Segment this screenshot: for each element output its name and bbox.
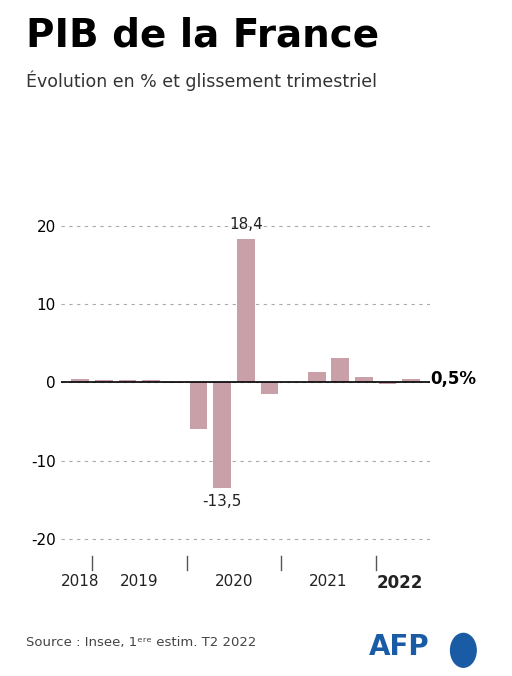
Bar bbox=[331, 358, 349, 383]
Bar bbox=[402, 379, 420, 383]
Bar bbox=[142, 380, 160, 383]
Text: Source : Insee, 1ᵉʳᵉ estim. T2 2022: Source : Insee, 1ᵉʳᵉ estim. T2 2022 bbox=[26, 636, 256, 649]
Bar bbox=[237, 239, 254, 383]
Text: 2019: 2019 bbox=[120, 574, 159, 589]
Bar bbox=[119, 380, 137, 383]
Text: 18,4: 18,4 bbox=[229, 218, 263, 233]
Bar bbox=[261, 383, 278, 394]
Bar bbox=[355, 377, 373, 383]
Bar bbox=[284, 382, 302, 383]
Bar bbox=[379, 383, 396, 384]
Text: 0,5%: 0,5% bbox=[430, 370, 476, 387]
Bar bbox=[72, 379, 89, 383]
Text: AFP: AFP bbox=[369, 633, 429, 661]
Bar bbox=[95, 380, 113, 383]
Text: 2022: 2022 bbox=[376, 574, 422, 592]
Text: 2021: 2021 bbox=[309, 574, 348, 589]
Text: 2020: 2020 bbox=[215, 574, 253, 589]
Text: -13,5: -13,5 bbox=[202, 494, 242, 509]
Text: PIB de la France: PIB de la France bbox=[26, 17, 379, 55]
Text: Évolution en % et glissement trimestriel: Évolution en % et glissement trimestriel bbox=[26, 71, 377, 91]
Text: 2018: 2018 bbox=[61, 574, 100, 589]
Bar bbox=[214, 383, 231, 488]
Bar bbox=[189, 383, 207, 429]
Bar bbox=[308, 372, 326, 383]
